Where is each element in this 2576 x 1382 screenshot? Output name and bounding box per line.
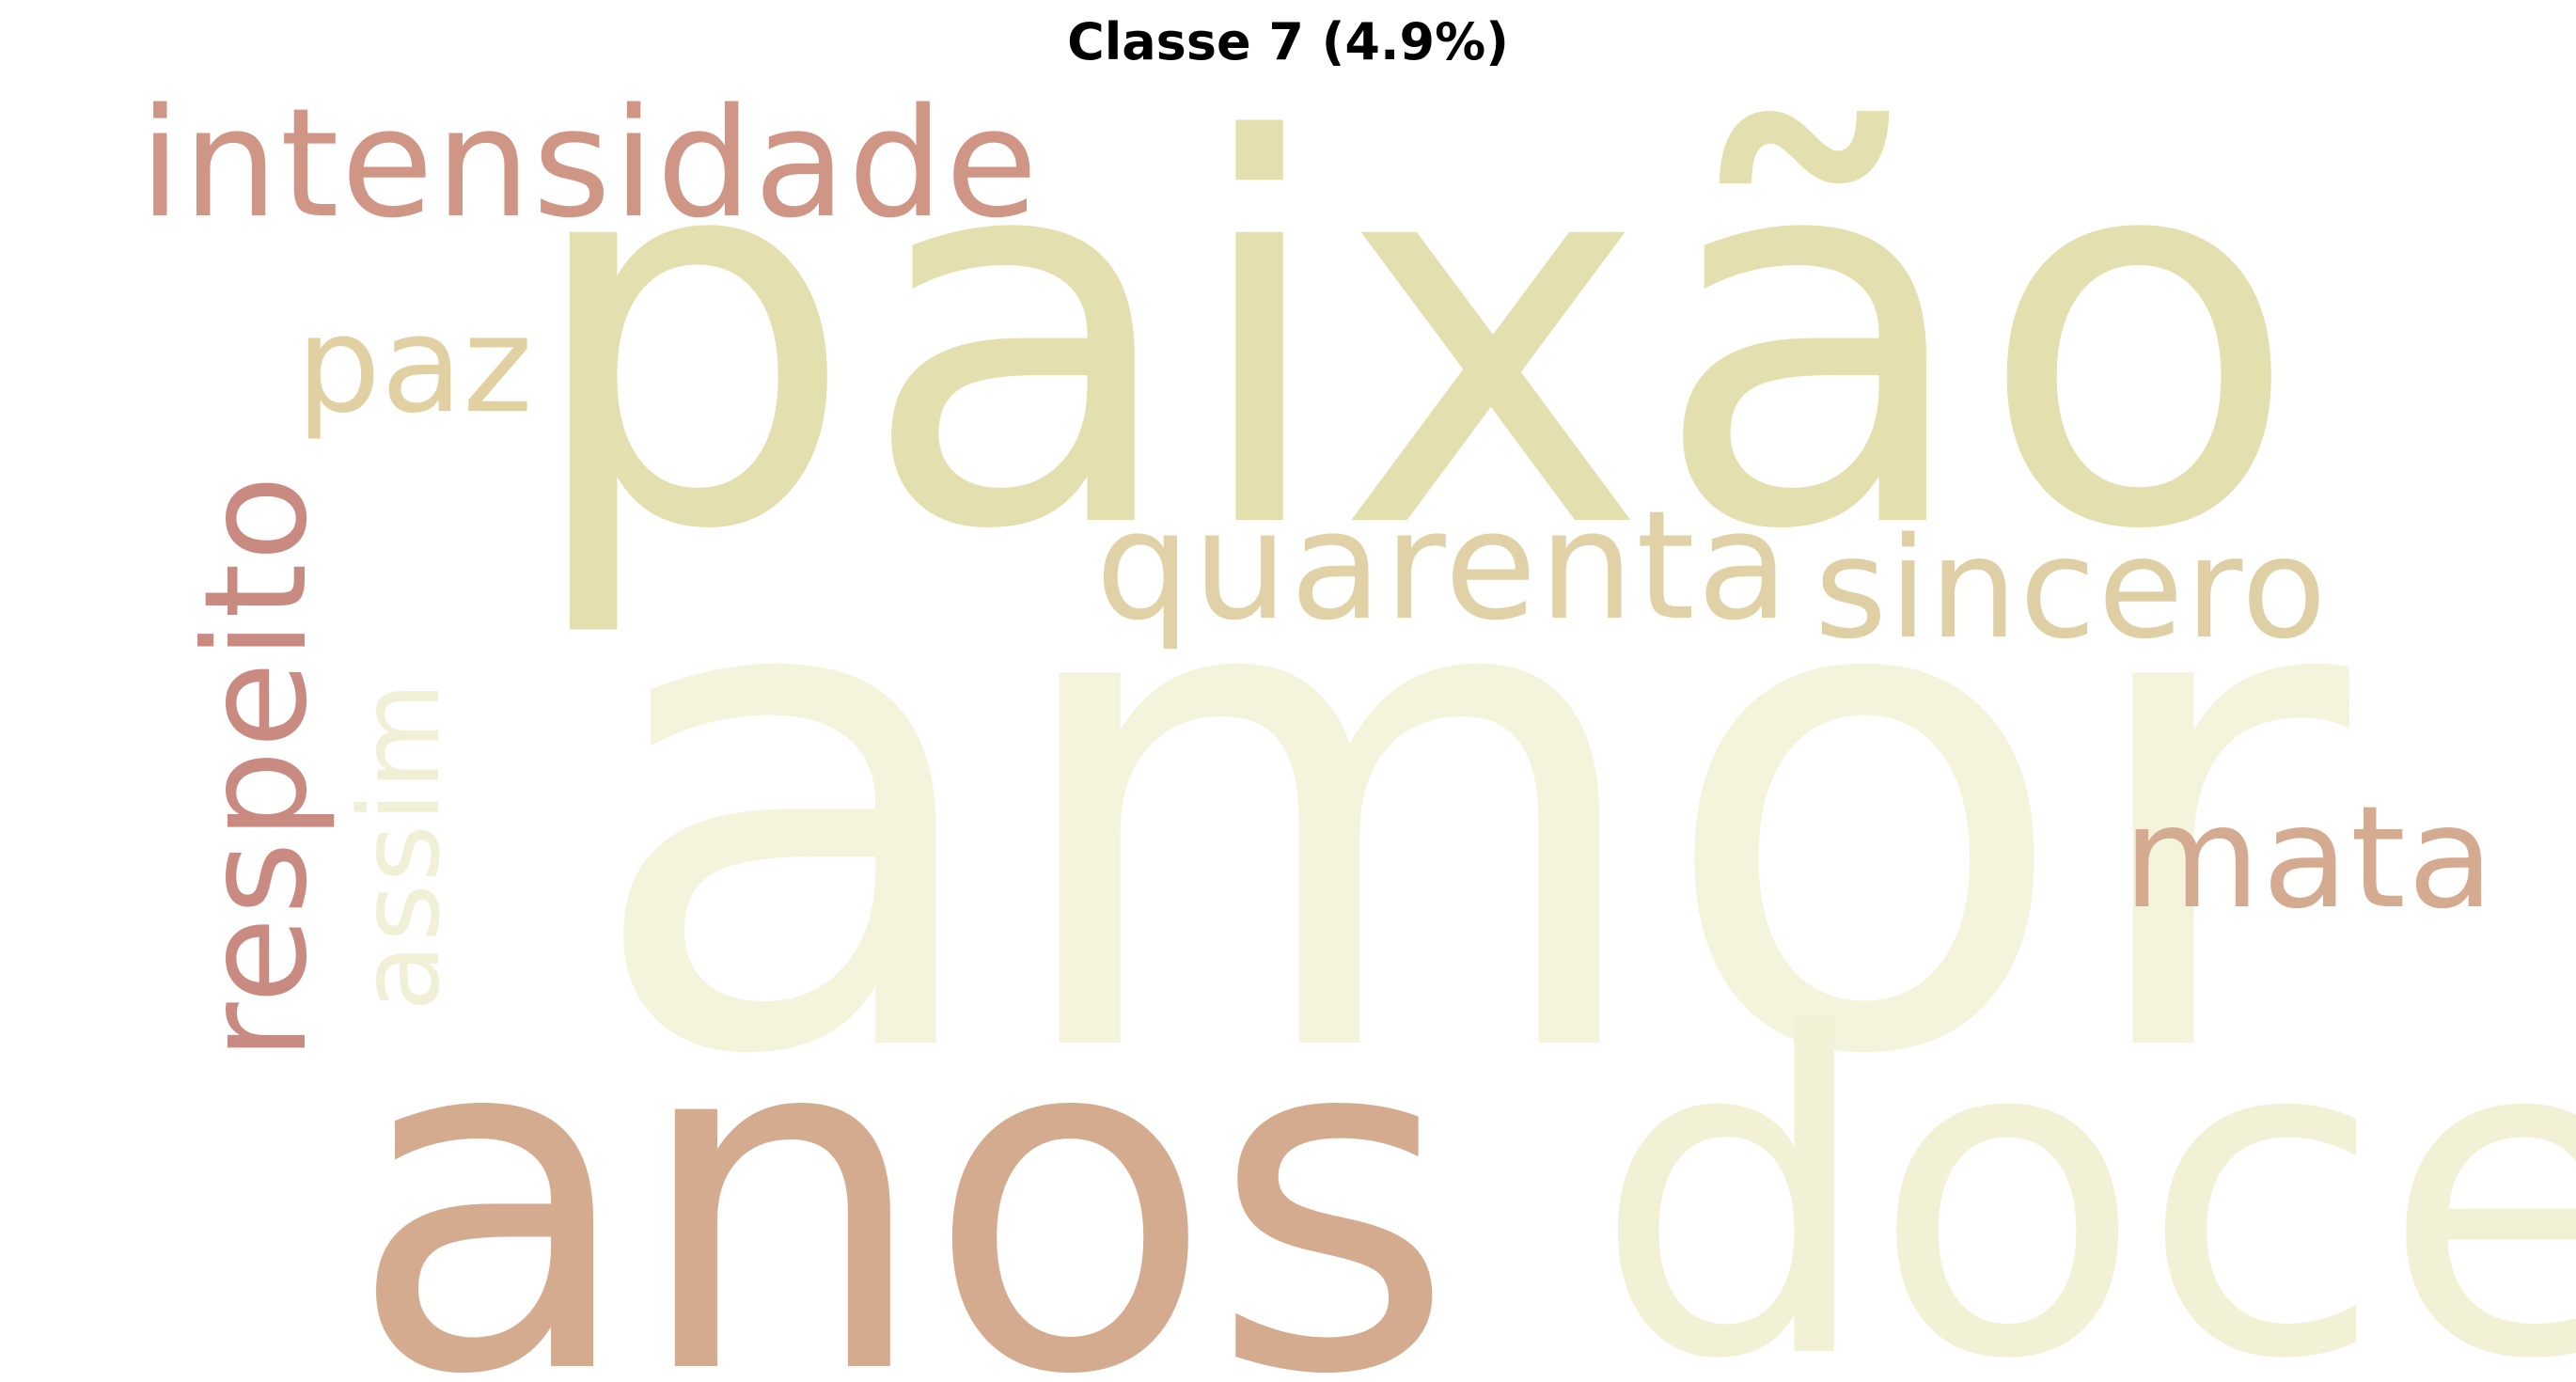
word-mata: mata [2123, 777, 2496, 940]
word-intensidade: intensidade [139, 75, 1040, 251]
page-title: Classe 7 (4.9%) [1067, 12, 1509, 71]
word-respeito: respeito [175, 473, 338, 1060]
word-sincero: sincero [1814, 508, 2329, 669]
word-paixao: paixão [522, 32, 2304, 645]
word-amor: amor [583, 415, 2350, 1202]
word-paz: paz [296, 288, 533, 443]
word-doce: doce [1594, 941, 2576, 1382]
word-quarenta: quarenta [1095, 478, 1791, 653]
word-anos: anos [348, 930, 1455, 1382]
word-assim: assim [335, 680, 464, 1012]
